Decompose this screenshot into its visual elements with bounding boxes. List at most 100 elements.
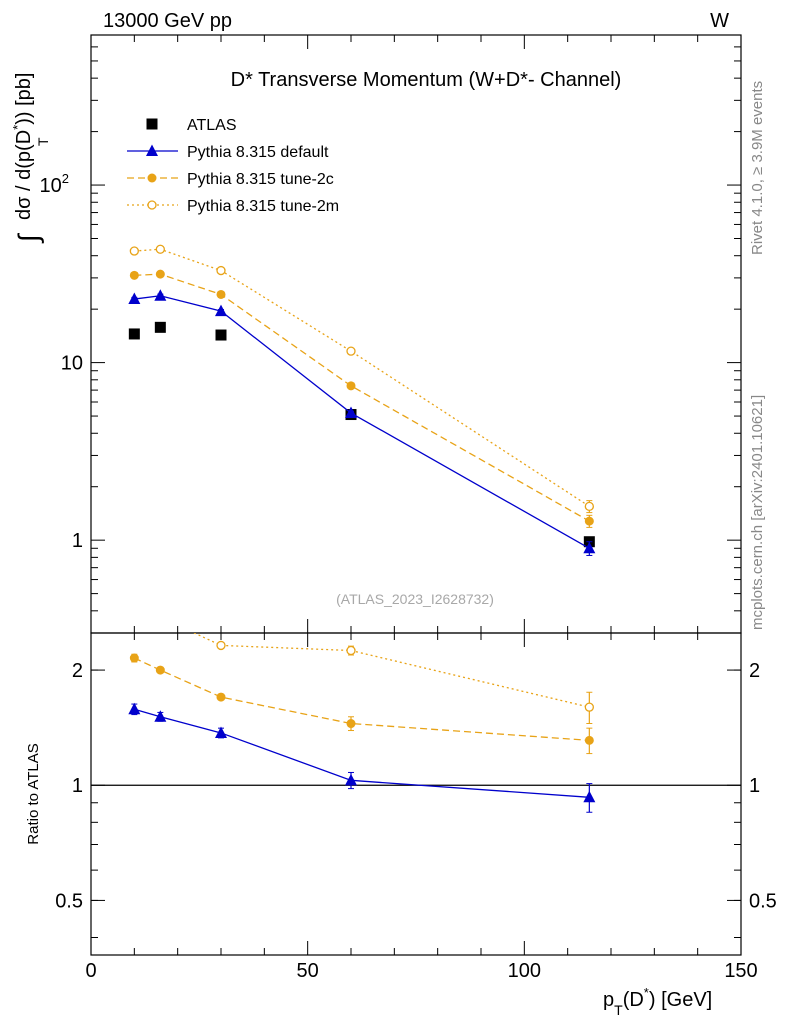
legend-entry-pythia-8-315-tune-2c: Pythia 8.315 tune-2c [127, 171, 334, 188]
main-series [128, 244, 596, 556]
ylabel-text: dσ / d(p(D*)) [pb] [10, 73, 35, 220]
ratio-pythia-8-315-default-point [128, 702, 141, 715]
xtick-label: 100 [508, 960, 541, 982]
ratio-pythia-8-315-tune-2c-point [584, 735, 594, 745]
legend-atlas-marker [146, 118, 158, 130]
ratio-pythia-8-315-tune-2c-point [155, 665, 165, 675]
main-pythia-8-315-tune-2m-point [584, 501, 594, 512]
legend-pythia-8-315-default-marker [146, 144, 158, 156]
xlabel-sup: * [644, 985, 649, 1000]
ratio-ytick-label-left: 2 [72, 660, 83, 682]
ratio-pythia-8-315-tune-2m-point [584, 702, 594, 712]
main-series-pythia-8-315-tune-2m [129, 244, 594, 514]
main-ytick-label: 102 [40, 171, 69, 197]
ratio-series [128, 603, 596, 813]
main-pythia-8-315-tune-2m-point [155, 244, 165, 254]
ratio-ticks: 0.5 0.5 1 1 2 2 0 50 100 150 [55, 633, 777, 982]
main-ytick-exp: 2 [62, 171, 69, 186]
rivet-version-label: Rivet 4.1.0, ≥ 3.9M events [749, 81, 766, 255]
ratio-pythia-8-315-default-point [345, 773, 357, 786]
legend-entry-atlas: ATLAS [146, 117, 237, 134]
xlabel-p: p [603, 989, 614, 1011]
main-pythia-8-315-tune-2m-point [129, 246, 139, 256]
ratio-pythia-8-315-tune-2c-point [216, 692, 226, 702]
ratio-panel-frame [90, 632, 742, 956]
legend-pythia-8-315-tune-2c-label: Pythia 8.315 tune-2c [187, 171, 334, 188]
main-pythia-8-315-default-line [134, 295, 590, 549]
ylabel-main: dσ / d(p [13, 151, 35, 220]
ratio-pythia-8-315-tune-2m-line [192, 633, 590, 708]
main-ytick-label: 1 [72, 530, 83, 552]
mcplots-label: mcplots.cern.ch [arXiv:2401.10621] [749, 395, 766, 630]
header-energy-label: 13000 GeV pp [103, 10, 232, 32]
ratio-ylabel: Ratio to ATLAS [25, 743, 42, 844]
legend-pythia-8-315-tune-2m-marker [147, 200, 157, 210]
main-atlas-point [154, 321, 166, 333]
main-pythia-8-315-tune-2m-point [346, 346, 356, 356]
ratio-pythia-8-315-tune-2c-point [346, 719, 356, 729]
main-atlas-point [128, 328, 140, 340]
ratio-pythia-8-315-tune-2m-point [156, 613, 164, 621]
ratio-ytick-label-right: 1 [749, 775, 760, 797]
ylabel-integral: ∫ [13, 232, 44, 244]
xtick-label: 50 [297, 960, 319, 982]
ratio-pythia-8-315-default-line [134, 708, 590, 798]
ylabel-tail: )) [pb] [13, 73, 35, 125]
main-pythia-8-315-tune-2c-point [155, 269, 165, 279]
ratio-panel: 0.5 0.5 1 1 2 2 0 50 100 150 Ratio to ATLAS pT(D*… [25, 603, 777, 1018]
chart-title: D* Transverse Momentum (W+D*- Channel) [231, 69, 622, 91]
ylabel-sup: * [10, 125, 25, 130]
ratio-pythia-8-315-tune-2m-point [346, 645, 356, 656]
main-pythia-8-315-default-point [128, 292, 141, 305]
ratio-pythia-8-315-default-point [154, 710, 167, 722]
ratio-pythia-8-315-tune-2c-point [129, 653, 139, 663]
legend: ATLAS Pythia 8.315 default Pythia 8.315 tu… [127, 117, 339, 215]
main-series-pythia-8-315-tune-2c [129, 269, 594, 528]
main-pythia-8-315-tune-2m-point [216, 265, 226, 276]
ratio-pythia-8-315-tune-2m-point [216, 640, 226, 651]
legend-pythia-8-315-tune-2c-marker [147, 173, 157, 183]
xlabel: pT(D*) [GeV] [603, 985, 712, 1018]
main-pythia-8-315-default-point [154, 289, 167, 301]
legend-pythia-8-315-tune-2m-label: Pythia 8.315 tune-2m [187, 198, 339, 215]
legend-pythia-8-315-default-label: Pythia 8.315 default [187, 144, 329, 161]
analysis-id-label: (ATLAS_2023_I2628732) [336, 591, 494, 607]
ratio-pythia-8-315-tune-2m-point [130, 603, 138, 611]
main-pythia-8-315-tune-2c-point [129, 270, 139, 280]
main-pythia-8-315-default-point [215, 304, 227, 317]
ratio-ytick-label-left: 1 [72, 775, 83, 797]
ratio-ytick-label-right: 0.5 [749, 890, 777, 912]
main-series-atlas [128, 321, 595, 548]
ylabel-sub: T [35, 137, 51, 146]
legend-atlas-label: ATLAS [187, 117, 237, 134]
xlabel-tail: ) [GeV] [649, 989, 712, 1011]
header-process-label: W [710, 10, 729, 32]
ratio-ytick-label-right: 2 [749, 660, 760, 682]
main-pythia-8-315-default-point [345, 406, 357, 419]
legend-entry-pythia-8-315-tune-2m: Pythia 8.315 tune-2m [127, 198, 339, 215]
ratio-series-pythia-8-315-tune-2c [129, 653, 594, 755]
main-pythia-8-315-tune-2c-point [346, 381, 356, 391]
main-pythia-8-315-tune-2c-point [584, 516, 594, 526]
main-ytick-base: 10 [40, 175, 62, 197]
ylabel-paren: (D [13, 130, 35, 151]
main-pythia-8-315-tune-2c-point [216, 289, 226, 299]
ratio-series-pythia-8-315-default [128, 702, 596, 813]
legend-entry-pythia-8-315-default: Pythia 8.315 default [127, 144, 329, 161]
xtick-label: 0 [85, 960, 96, 982]
xlabel-paren: (D [623, 989, 644, 1011]
main-pythia-8-315-tune-2c-line [134, 273, 590, 522]
main-ylabel: ∫ dσ / d(p(D*)) [pb] T [10, 73, 51, 244]
main-series-pythia-8-315-default [128, 289, 596, 556]
xlabel-sub: T [614, 1002, 623, 1018]
xtick-label: 150 [724, 960, 757, 982]
ratio-ytick-label-left: 0.5 [55, 890, 83, 912]
main-atlas-point [215, 329, 227, 341]
ratio-pythia-8-315-default-point [215, 726, 227, 738]
ratio-series-pythia-8-315-tune-2m [130, 603, 594, 725]
main-ytick-label: 10 [61, 353, 83, 375]
main-pythia-8-315-default-point [583, 541, 596, 554]
